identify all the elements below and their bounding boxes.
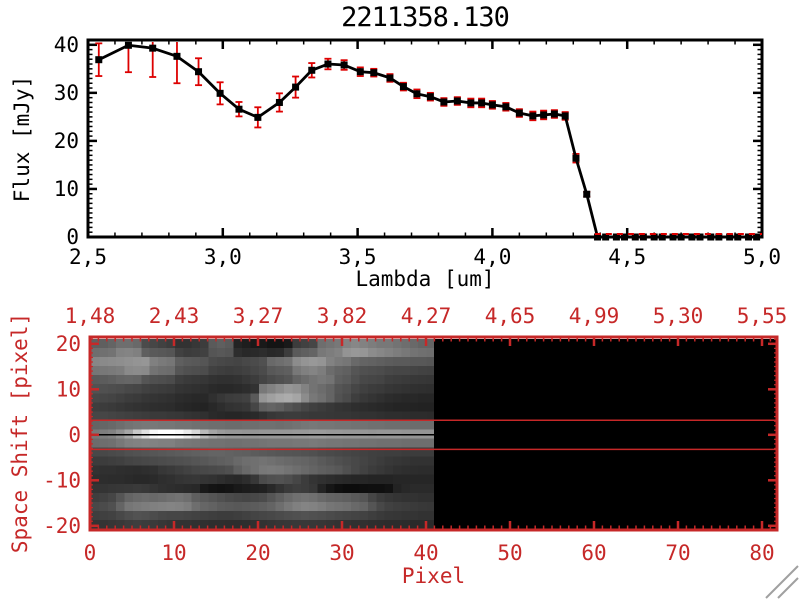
resize-grip-icon[interactable] [777, 577, 799, 599]
flux-axis-label: Flux [mJy] [10, 75, 34, 203]
svg-text:-20: -20 [43, 514, 81, 538]
space-shift-axis-label: Space Shift [pixel] [8, 312, 32, 554]
svg-text:2,43: 2,43 [149, 304, 200, 328]
svg-text:5,30: 5,30 [653, 304, 704, 328]
svg-text:20: 20 [54, 129, 79, 153]
svg-text:40: 40 [54, 33, 79, 57]
svg-text:4,99: 4,99 [569, 304, 620, 328]
svg-text:70: 70 [665, 541, 690, 565]
svg-text:10: 10 [161, 541, 186, 565]
resize-grip-icon[interactable] [765, 565, 799, 599]
svg-text:0: 0 [66, 225, 79, 249]
svg-text:10: 10 [54, 177, 79, 201]
svg-text:1,48: 1,48 [65, 304, 116, 328]
svg-text:10: 10 [56, 377, 81, 401]
svg-text:4,65: 4,65 [485, 304, 536, 328]
svg-text:20: 20 [56, 332, 81, 356]
spectral-image [91, 339, 435, 529]
svg-text:2,5: 2,5 [69, 245, 107, 269]
blank-region [434, 339, 776, 529]
svg-text:5,0: 5,0 [743, 245, 781, 269]
svg-text:-10: -10 [43, 468, 81, 492]
svg-text:0: 0 [84, 541, 97, 565]
svg-text:40: 40 [413, 541, 438, 565]
svg-text:4,0: 4,0 [473, 245, 511, 269]
plot-title: 2211358.130 [341, 2, 510, 33]
svg-text:3,0: 3,0 [204, 245, 242, 269]
svg-text:50: 50 [497, 541, 522, 565]
svg-text:30: 30 [54, 81, 79, 105]
svg-text:20: 20 [245, 541, 270, 565]
svg-text:3,5: 3,5 [339, 245, 377, 269]
svg-text:5,55: 5,55 [737, 304, 788, 328]
svg-text:3,82: 3,82 [317, 304, 368, 328]
svg-text:3,27: 3,27 [233, 304, 284, 328]
svg-text:4,27: 4,27 [401, 304, 452, 328]
svg-text:60: 60 [581, 541, 606, 565]
pixel-axis-label: Pixel [401, 564, 466, 588]
svg-text:4,5: 4,5 [608, 245, 646, 269]
lambda-axis-label: Lambda [um] [355, 267, 495, 291]
svg-text:30: 30 [329, 541, 354, 565]
svg-text:80: 80 [749, 541, 774, 565]
svg-text:0: 0 [68, 423, 81, 447]
